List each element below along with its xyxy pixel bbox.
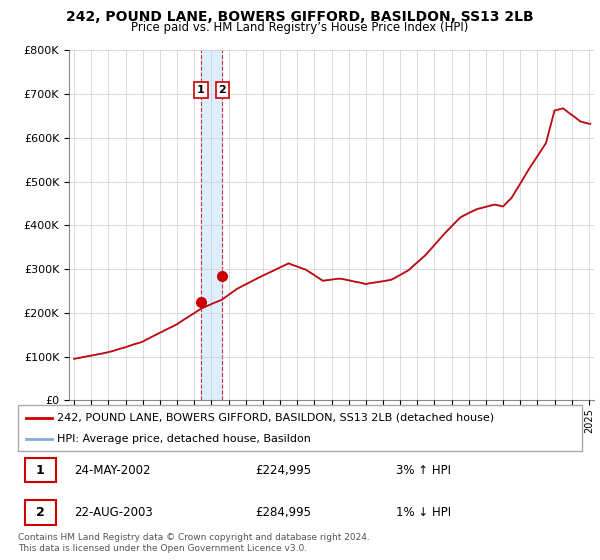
Text: 3% ↑ HPI: 3% ↑ HPI xyxy=(396,464,451,477)
Bar xyxy=(25,500,56,525)
Text: 242, POUND LANE, BOWERS GIFFORD, BASILDON, SS13 2LB (detached house): 242, POUND LANE, BOWERS GIFFORD, BASILDO… xyxy=(58,413,494,423)
Bar xyxy=(201,50,223,400)
Text: 1: 1 xyxy=(197,85,205,95)
Text: 24-MAY-2002: 24-MAY-2002 xyxy=(74,464,151,477)
Text: 22-AUG-2003: 22-AUG-2003 xyxy=(74,506,153,519)
Text: £224,995: £224,995 xyxy=(255,464,311,477)
Text: HPI: Average price, detached house, Basildon: HPI: Average price, detached house, Basi… xyxy=(58,435,311,444)
Text: £284,995: £284,995 xyxy=(255,506,311,519)
Bar xyxy=(25,458,56,483)
Text: Contains HM Land Registry data © Crown copyright and database right 2024.
This d: Contains HM Land Registry data © Crown c… xyxy=(18,533,370,553)
Text: Price paid vs. HM Land Registry’s House Price Index (HPI): Price paid vs. HM Land Registry’s House … xyxy=(131,21,469,34)
Text: 2: 2 xyxy=(218,85,226,95)
Text: 2: 2 xyxy=(36,506,44,519)
Text: 1% ↓ HPI: 1% ↓ HPI xyxy=(396,506,451,519)
Text: 1: 1 xyxy=(36,464,44,477)
Text: 242, POUND LANE, BOWERS GIFFORD, BASILDON, SS13 2LB: 242, POUND LANE, BOWERS GIFFORD, BASILDO… xyxy=(66,10,534,24)
